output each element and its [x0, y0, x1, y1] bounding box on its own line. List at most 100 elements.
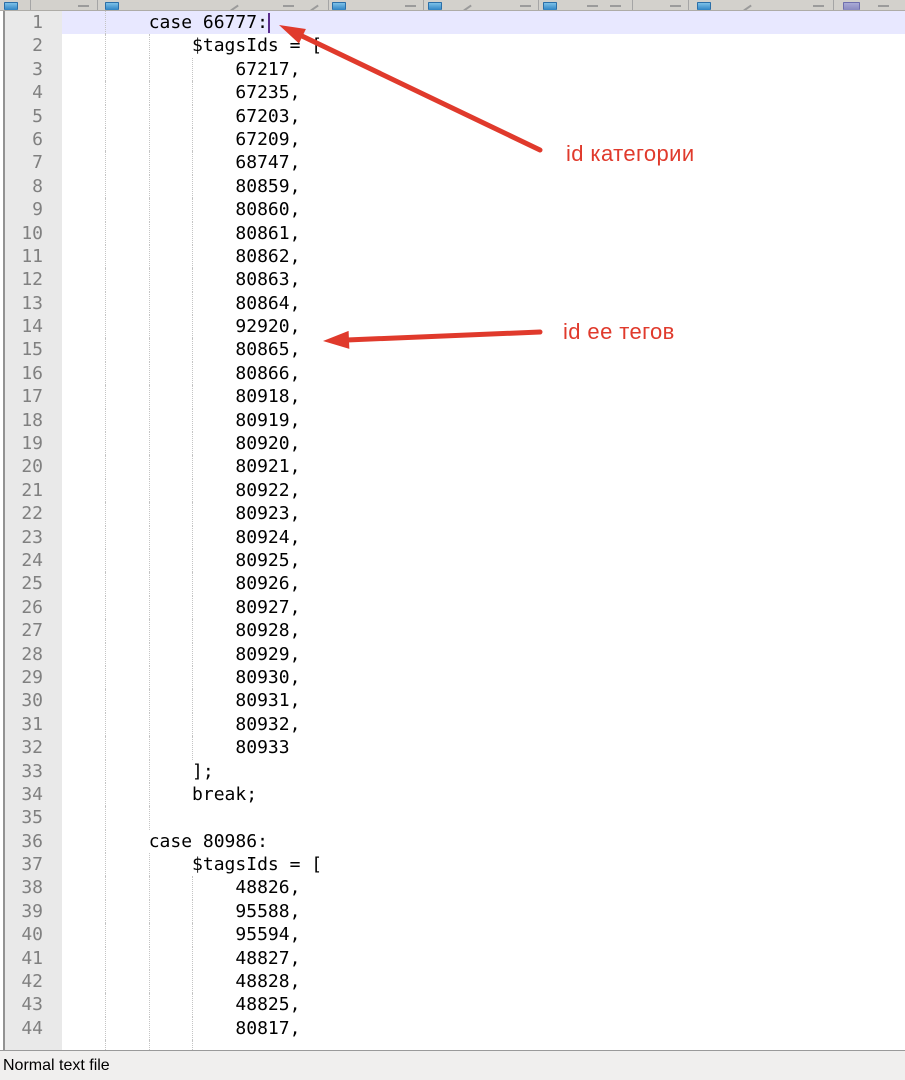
- code-line-text[interactable]: 48828,: [62, 970, 301, 994]
- code-line-text[interactable]: case 66777:: [62, 11, 905, 35]
- code-line-text[interactable]: 80929,: [62, 642, 301, 666]
- code-line[interactable]: 43 48825,: [0, 993, 905, 1017]
- code-line[interactable]: 6 67209,: [0, 127, 905, 152]
- code-line-text[interactable]: 48826,: [62, 876, 301, 900]
- line-number[interactable]: 16: [21, 362, 43, 384]
- code-line[interactable]: 22 80923,: [0, 502, 905, 526]
- code-line[interactable]: 16 80866,: [0, 361, 905, 386]
- line-number[interactable]: 18: [21, 409, 43, 431]
- code-line-text[interactable]: $tagsIds = [: [62, 853, 323, 877]
- code-line[interactable]: 14 92920,: [0, 315, 905, 339]
- line-number[interactable]: 2: [32, 35, 43, 57]
- code-line[interactable]: 25 80926,: [0, 572, 905, 596]
- line-number[interactable]: 35: [21, 807, 43, 829]
- toolbar-icon-fragment[interactable]: [4, 2, 18, 10]
- line-number[interactable]: 30: [21, 690, 43, 712]
- code-line-text[interactable]: [62, 806, 905, 830]
- line-number[interactable]: 7: [32, 152, 43, 174]
- code-line[interactable]: 13 80864,: [0, 291, 905, 316]
- line-number[interactable]: 25: [21, 573, 43, 595]
- code-line-text[interactable]: 80863,: [62, 268, 301, 292]
- code-line[interactable]: 44 80817,: [0, 1016, 905, 1041]
- line-number[interactable]: 38: [21, 877, 43, 899]
- code-line-text[interactable]: 80921,: [62, 455, 301, 479]
- line-number[interactable]: 1: [32, 12, 43, 33]
- line-number[interactable]: 26: [21, 596, 43, 618]
- code-line-text[interactable]: 92920,: [62, 315, 301, 339]
- code-line[interactable]: 29 80930,: [0, 665, 905, 690]
- line-number[interactable]: 21: [21, 479, 43, 501]
- code-line[interactable]: 8 80859,: [0, 174, 905, 199]
- code-line[interactable]: 17 80918,: [0, 385, 905, 409]
- code-line[interactable]: 9 80860,: [0, 198, 905, 222]
- code-line[interactable]: 34 break;: [0, 782, 905, 807]
- code-line-text[interactable]: break;: [62, 782, 258, 807]
- toolbar-icon-fragment[interactable]: [105, 2, 119, 10]
- line-number[interactable]: 43: [21, 994, 43, 1016]
- line-number[interactable]: 34: [21, 783, 43, 805]
- line-number[interactable]: 10: [21, 222, 43, 244]
- line-number[interactable]: 41: [21, 947, 43, 969]
- line-number[interactable]: 20: [21, 456, 43, 478]
- line-number[interactable]: 9: [32, 199, 43, 221]
- code-line-text[interactable]: 80860,: [62, 198, 301, 222]
- line-number[interactable]: 11: [21, 245, 43, 267]
- code-line-text[interactable]: ];: [62, 759, 214, 783]
- code-line-text[interactable]: 80923,: [62, 502, 301, 526]
- code-line[interactable]: 3 67217,: [0, 57, 905, 82]
- code-line[interactable]: 35: [0, 806, 905, 830]
- code-line-text[interactable]: 80920,: [62, 432, 301, 456]
- code-line[interactable]: 2 $tagsIds = [: [0, 34, 905, 58]
- code-line[interactable]: 5 67203,: [0, 104, 905, 128]
- code-line[interactable]: 10 80861,: [0, 221, 905, 245]
- code-line-text[interactable]: 67209,: [62, 127, 301, 152]
- code-line-text[interactable]: [62, 1040, 905, 1050]
- line-number[interactable]: 3: [32, 58, 43, 80]
- line-number[interactable]: 19: [21, 433, 43, 455]
- code-line-text[interactable]: 95594,: [62, 923, 301, 947]
- code-line[interactable]: 23 80924,: [0, 525, 905, 549]
- code-line[interactable]: 12 80863,: [0, 268, 905, 292]
- code-line[interactable]: 19 80920,: [0, 432, 905, 456]
- code-line-text[interactable]: 67203,: [62, 104, 301, 128]
- toolbar-icon-fragment[interactable]: [428, 2, 442, 10]
- code-line[interactable]: 1 case 66777:: [0, 11, 905, 35]
- toolbar-strip[interactable]: [0, 0, 905, 11]
- code-line-text[interactable]: $tagsIds = [: [62, 34, 323, 58]
- toolbar-icon-fragment[interactable]: [843, 2, 860, 10]
- code-line[interactable]: 11 80862,: [0, 244, 905, 269]
- line-number[interactable]: 28: [21, 643, 43, 665]
- code-line[interactable]: 39 95588,: [0, 899, 905, 924]
- code-line[interactable]: 33 ];: [0, 759, 905, 783]
- toolbar-icon-fragment[interactable]: [697, 2, 711, 10]
- toolbar-icon-fragment[interactable]: [543, 2, 557, 10]
- line-number[interactable]: 33: [21, 760, 43, 782]
- code-line-text[interactable]: 80930,: [62, 665, 301, 690]
- line-number[interactable]: 5: [32, 105, 43, 127]
- code-line-text[interactable]: 80933: [62, 736, 290, 760]
- code-line-text[interactable]: 80927,: [62, 595, 301, 620]
- line-number[interactable]: 4: [32, 82, 43, 104]
- code-line-text[interactable]: 80861,: [62, 221, 301, 245]
- code-line-text[interactable]: 80864,: [62, 291, 301, 316]
- code-line-text[interactable]: 95588,: [62, 899, 301, 924]
- code-line[interactable]: 26 80927,: [0, 595, 905, 620]
- line-number[interactable]: 22: [21, 503, 43, 525]
- line-number[interactable]: 24: [21, 549, 43, 571]
- code-line-text[interactable]: 68747,: [62, 151, 301, 175]
- line-number[interactable]: 29: [21, 666, 43, 688]
- code-line-text[interactable]: case 80986:: [62, 829, 268, 854]
- code-editor[interactable]: 1 case 66777: 2 $tagsIds = [3 67217, 4 672…: [0, 11, 905, 1050]
- line-number[interactable]: 40: [21, 924, 43, 946]
- line-number[interactable]: [0, 1040, 62, 1050]
- code-line[interactable]: 18 80919,: [0, 408, 905, 433]
- line-number[interactable]: 23: [21, 526, 43, 548]
- code-line[interactable]: 37 $tagsIds = [: [0, 853, 905, 877]
- code-line-text[interactable]: 80926,: [62, 572, 301, 596]
- line-number[interactable]: 39: [21, 900, 43, 922]
- line-number-gutter[interactable]: [5, 11, 62, 1050]
- code-line-text[interactable]: 67235,: [62, 81, 301, 105]
- code-line[interactable]: [0, 1040, 905, 1050]
- line-number[interactable]: 14: [21, 316, 43, 338]
- code-line[interactable]: 30 80931,: [0, 689, 905, 713]
